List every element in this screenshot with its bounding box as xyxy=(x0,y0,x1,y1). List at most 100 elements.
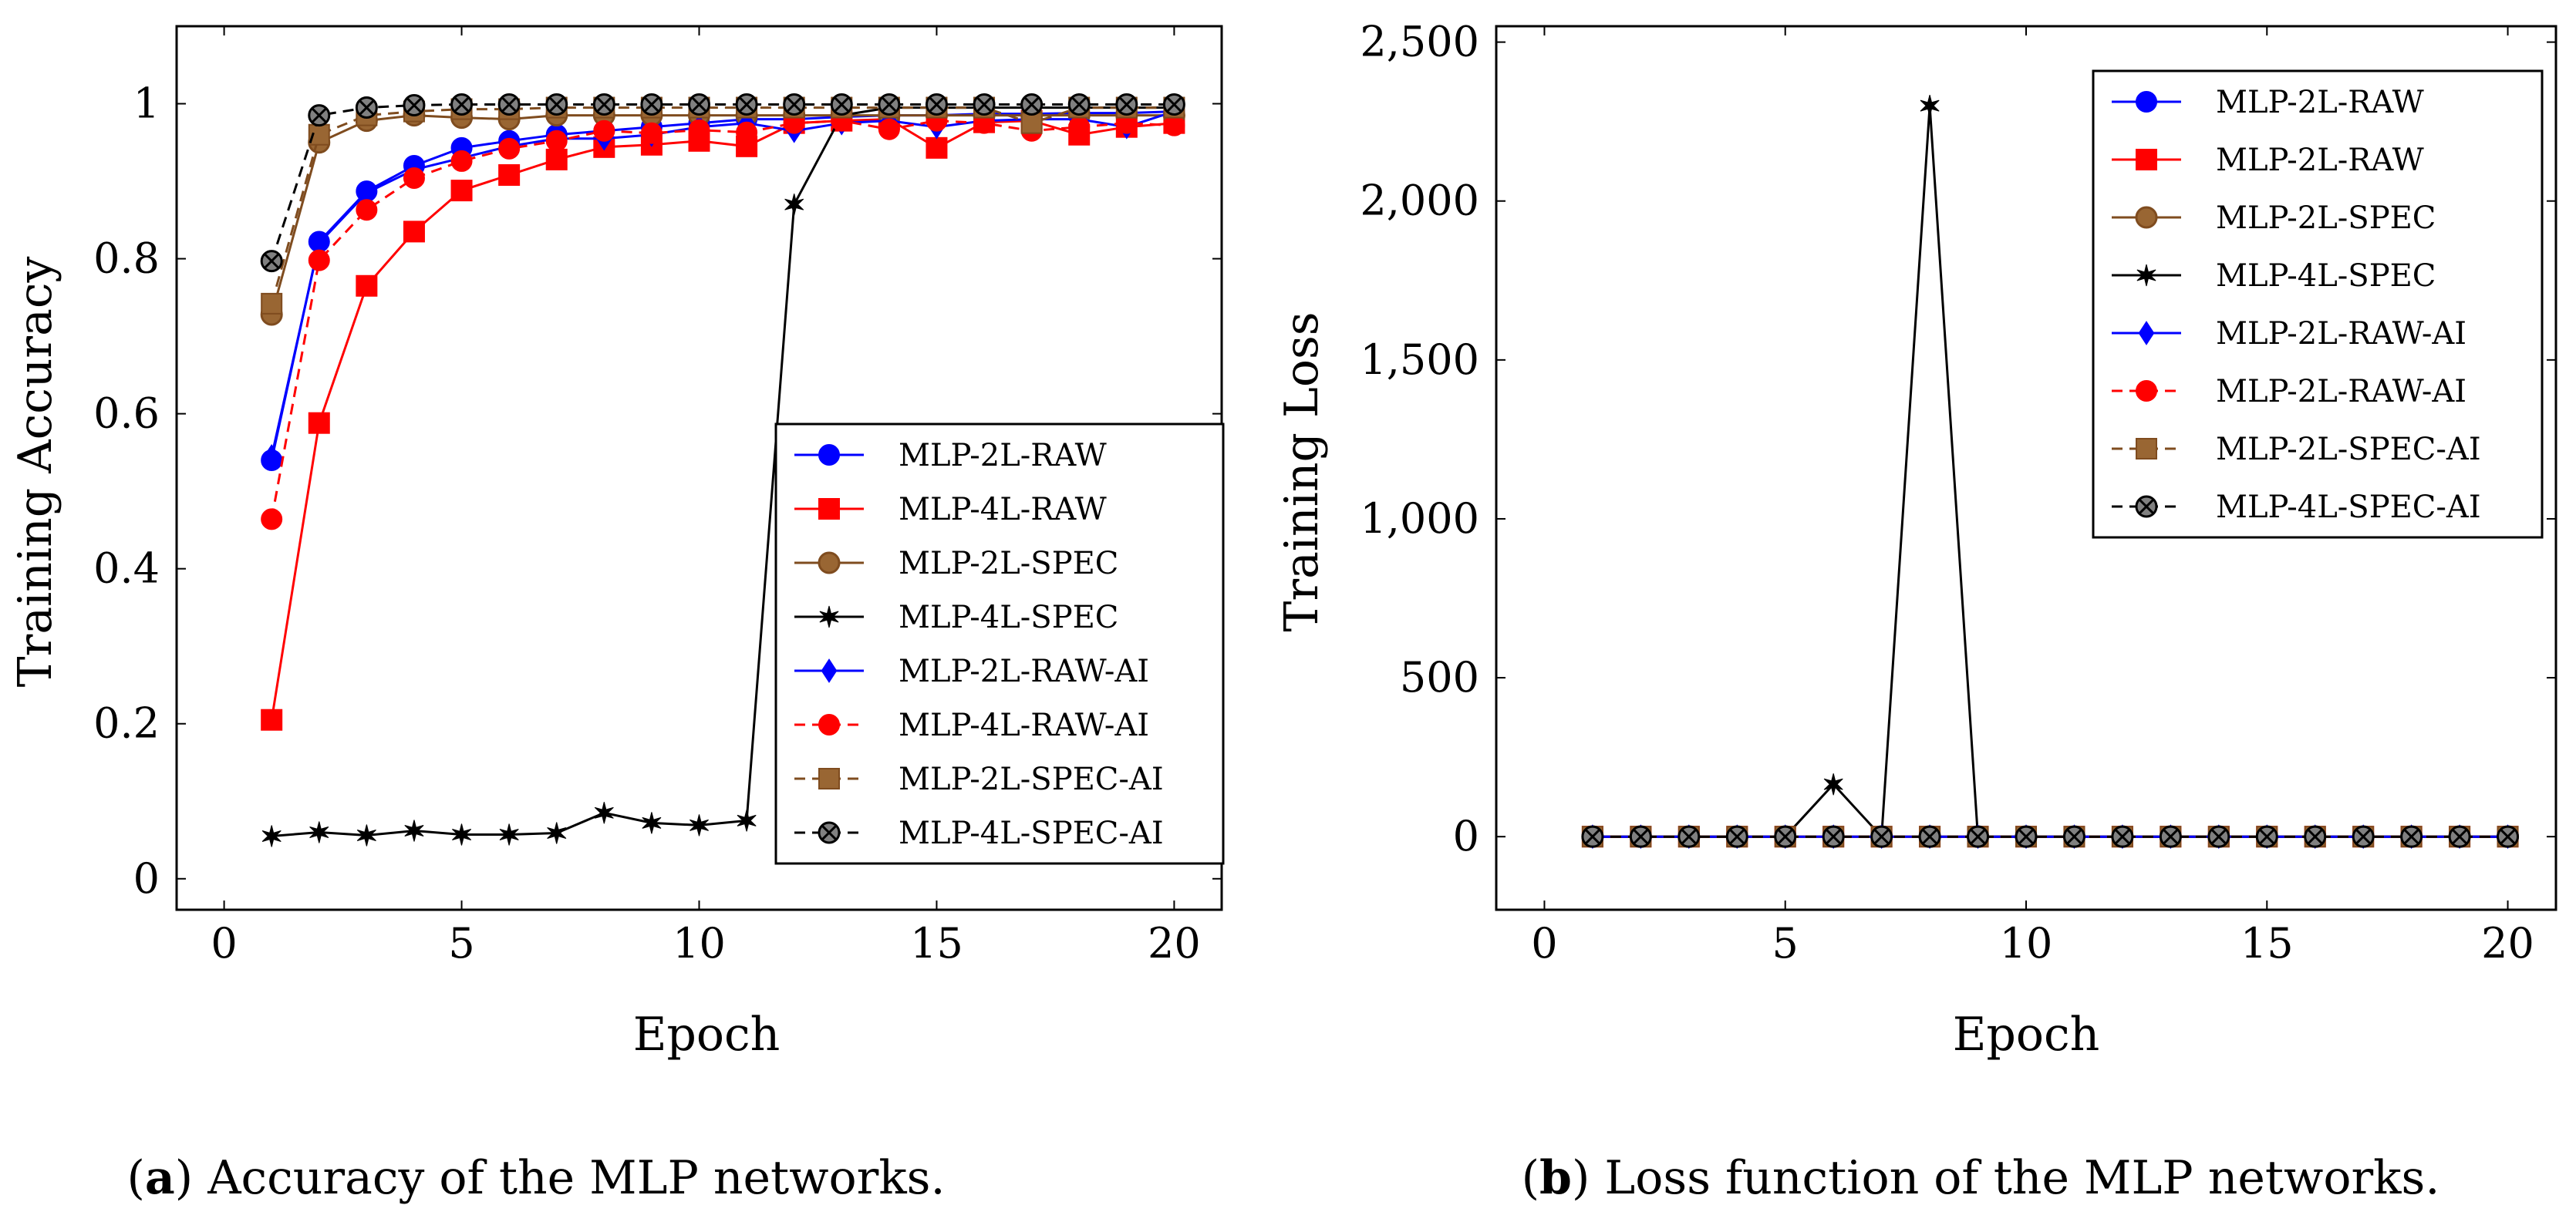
legend-label-a-0: MLP-2L-RAW xyxy=(899,438,1107,473)
y-tick-label-b: 2,500 xyxy=(1360,18,1479,66)
legend-marker-a-6 xyxy=(818,768,840,789)
data-point-a-7 xyxy=(640,93,663,116)
data-point-b-7-cross-b xyxy=(1729,829,1745,845)
data-point-b-7 xyxy=(1822,825,1845,848)
data-point-a-7 xyxy=(735,93,758,116)
data-point-a-7 xyxy=(450,93,474,116)
legend-label-b-0: MLP-2L-RAW xyxy=(2216,85,2424,120)
data-point-a-7-cross-b xyxy=(548,96,565,113)
series-a-7 xyxy=(260,93,1185,273)
data-point-a-3 xyxy=(309,821,329,843)
x-tick-label-b: 0 xyxy=(1531,919,1557,968)
data-point-b-7-cross-b xyxy=(2403,829,2419,845)
legend-label-b-5: MLP-2L-RAW-AI xyxy=(2216,374,2466,409)
data-point-a-7-cross-b xyxy=(453,96,470,113)
y-axis-label-accuracy: Training Accuracy xyxy=(8,257,62,688)
data-point-a-7 xyxy=(1067,93,1091,116)
legend-marker-a-5 xyxy=(818,714,840,736)
data-point-a-5 xyxy=(1163,114,1185,136)
x-tick-label-a: 15 xyxy=(910,919,963,968)
data-point-b-7-cross-b xyxy=(1777,829,1793,845)
legend-label-a-1: MLP-4L-RAW xyxy=(899,492,1107,527)
series-a-4 xyxy=(263,99,1182,469)
data-point-b-7 xyxy=(1677,825,1701,848)
caption-a-text: ) Accuracy of the MLP networks. xyxy=(175,1151,946,1205)
legend-marker-b-1 xyxy=(2136,149,2157,170)
data-point-a-3 xyxy=(404,820,424,842)
data-point-a-7 xyxy=(545,93,568,116)
legend-box-a xyxy=(774,422,1225,865)
caption-a: (a) Accuracy of the MLP networks. xyxy=(126,1151,945,1205)
data-point-a-7 xyxy=(308,104,331,127)
data-point-b-7 xyxy=(1967,825,1990,848)
data-point-a-7 xyxy=(592,93,615,116)
x-tick-label-a: 10 xyxy=(673,919,726,968)
data-point-a-1 xyxy=(450,180,473,202)
data-point-b-7 xyxy=(2255,825,2278,848)
data-point-b-7-cross-b xyxy=(1584,829,1601,845)
legend-marker-b-3 xyxy=(2136,264,2156,287)
data-point-a-5 xyxy=(356,199,378,221)
caption-b-text: ) Loss function of the MLP networks. xyxy=(1572,1151,2439,1205)
data-point-a-7 xyxy=(830,93,853,116)
data-point-b-7-cross-b xyxy=(2355,829,2372,845)
data-point-b-7 xyxy=(2111,825,2134,848)
data-point-b-7 xyxy=(2159,825,2182,848)
data-point-a-7-cross-b xyxy=(1071,96,1087,113)
data-point-a-6 xyxy=(1020,112,1043,134)
data-point-b-7-cross-b xyxy=(2259,829,2275,845)
legend-label-a-7: MLP-4L-SPEC-AI xyxy=(899,816,1164,851)
data-point-b-7-cross-b xyxy=(2018,829,2035,845)
caption-b: (b) Loss function of the MLP networks. xyxy=(1522,1151,2440,1205)
data-point-a-5 xyxy=(736,121,758,143)
x-tick-label-b: 5 xyxy=(1772,919,1799,968)
data-point-a-5 xyxy=(1068,116,1091,138)
legend-marker-a-7-cross-b xyxy=(821,824,838,841)
y-tick-label-b: 0 xyxy=(1453,812,1479,860)
data-point-a-7 xyxy=(1162,93,1185,116)
data-point-a-7 xyxy=(355,96,378,120)
data-point-b-7-cross-b xyxy=(1970,829,1986,845)
data-point-a-5 xyxy=(640,122,663,144)
data-point-b-7-cross-b xyxy=(2210,829,2227,845)
legend-marker-b-7 xyxy=(2135,495,2158,518)
y-tick-label-b: 1,500 xyxy=(1360,335,1479,384)
legend-box-b xyxy=(2092,69,2544,539)
data-point-b-7 xyxy=(1870,825,1893,848)
data-point-b-7 xyxy=(2207,825,2230,848)
data-point-a-7-cross-b xyxy=(1166,96,1182,113)
data-point-a-7-cross-b xyxy=(311,107,327,123)
data-point-b-7 xyxy=(1725,825,1748,848)
data-point-a-3 xyxy=(499,823,519,846)
data-point-a-5 xyxy=(498,137,521,160)
data-point-a-7 xyxy=(783,93,806,116)
data-point-b-7 xyxy=(1629,825,1652,848)
legend-marker-b-0 xyxy=(2136,91,2157,113)
x-tick-label-a: 5 xyxy=(448,919,474,968)
data-point-b-7-cross-b xyxy=(2114,829,2131,845)
x-axis-label-loss: Epoch xyxy=(1953,1008,2100,1062)
legend-label-a-2: MLP-2L-SPEC xyxy=(899,546,1118,581)
series-a-0 xyxy=(261,100,1185,471)
data-point-a-7 xyxy=(497,93,521,116)
data-point-a-7-cross-b xyxy=(834,96,850,113)
data-point-a-6 xyxy=(261,292,283,315)
data-point-a-1 xyxy=(403,220,425,243)
y-tick-label-a: 0.4 xyxy=(93,544,160,593)
data-point-a-5 xyxy=(450,150,473,172)
y-tick-label-a: 1 xyxy=(133,79,160,128)
legend-label-a-6: MLP-2L-SPEC-AI xyxy=(899,762,1164,797)
series-line-a-2 xyxy=(270,114,1175,315)
data-point-a-7 xyxy=(925,93,948,116)
data-point-b-7-cross-b xyxy=(1633,829,1649,845)
caption-a-letter: a xyxy=(145,1151,175,1205)
data-point-a-7 xyxy=(1115,93,1138,116)
data-point-a-7-cross-b xyxy=(976,96,993,113)
y-tick-label-a: 0.2 xyxy=(93,699,160,748)
legend-marker-b-4 xyxy=(2138,321,2155,345)
caption-b-letter: b xyxy=(1539,1151,1572,1205)
x-tick-label-b: 10 xyxy=(2000,919,2053,968)
data-point-a-3 xyxy=(690,814,709,837)
data-point-a-3 xyxy=(784,194,804,216)
